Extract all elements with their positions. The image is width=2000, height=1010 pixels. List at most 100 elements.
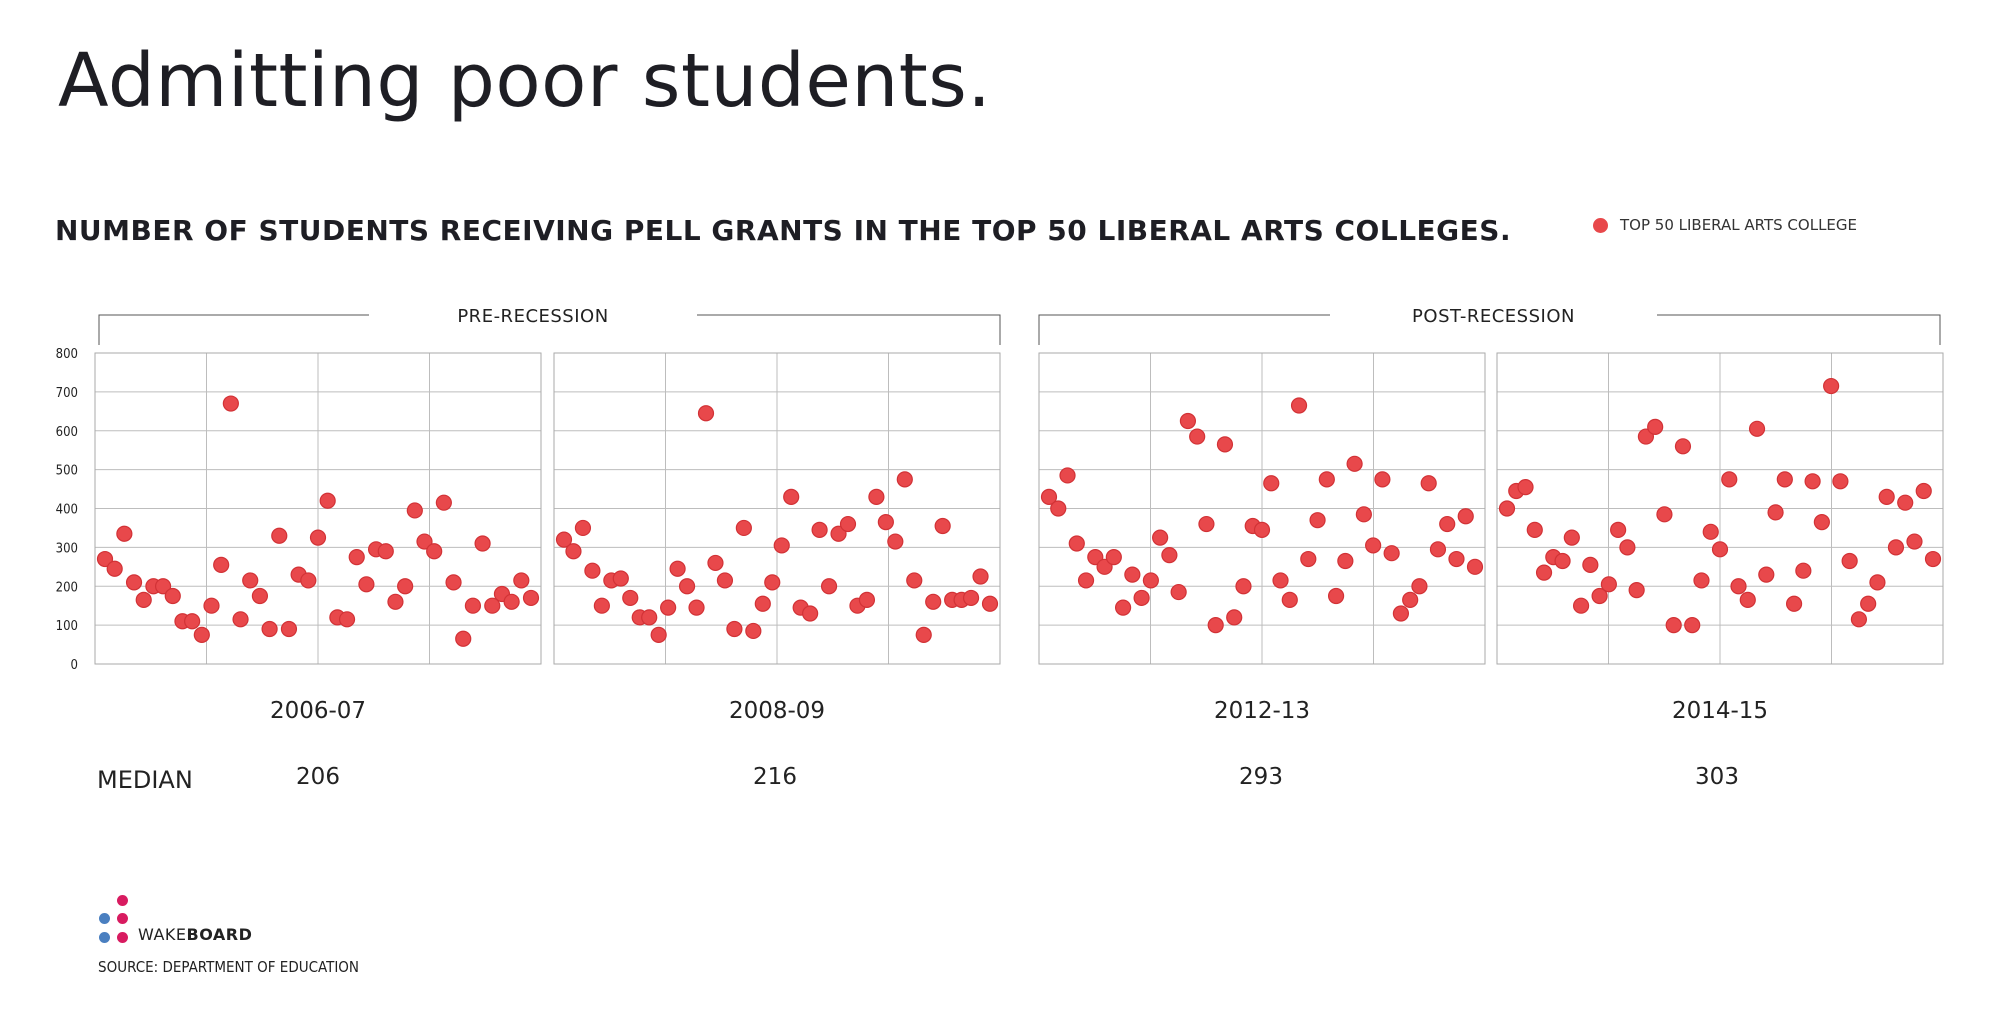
- data-point: [1133, 589, 1150, 607]
- y-tick-label: 600: [56, 425, 78, 440]
- data-point: [1077, 572, 1095, 589]
- data-point: [464, 597, 482, 614]
- pre-recession-group-bracket-right: [697, 314, 1001, 345]
- data-point: [764, 574, 781, 591]
- data-point: [1795, 562, 1812, 579]
- data-point: [981, 595, 999, 612]
- data-point: [1628, 582, 1645, 599]
- data-point: [1355, 506, 1372, 523]
- data-point: [1253, 521, 1271, 538]
- data-point: [426, 543, 443, 560]
- panel-frame: [1038, 352, 1486, 665]
- data-point: [745, 622, 762, 640]
- panel-frame: [553, 352, 1001, 665]
- data-point: [773, 537, 790, 554]
- data-point: [261, 620, 278, 638]
- data-point: [1374, 471, 1391, 488]
- data-point: [242, 572, 259, 589]
- data-point: [1535, 564, 1553, 581]
- data-point: [555, 531, 573, 548]
- data-point: [1161, 547, 1178, 564]
- data-point: [735, 519, 752, 537]
- data-point: [1674, 438, 1692, 455]
- data-point: [1152, 529, 1169, 546]
- data-point: [309, 529, 327, 546]
- data-point: [1517, 479, 1534, 496]
- data-point: [622, 589, 639, 607]
- data-point: [1785, 595, 1803, 612]
- data-point: [660, 599, 677, 616]
- data-point: [802, 605, 819, 622]
- data-point: [503, 593, 520, 610]
- data-point: [1693, 572, 1710, 589]
- data-point: [593, 597, 610, 614]
- panel-label: 2012-13: [1214, 698, 1310, 724]
- data-point: [1684, 617, 1701, 634]
- data-point: [406, 502, 423, 519]
- data-point: [688, 599, 705, 616]
- data-point: [669, 560, 686, 577]
- data-point: [1096, 558, 1113, 575]
- chart-subtitle: NUMBER OF STUDENTS RECEIVING PELL GRANTS…: [55, 214, 1512, 247]
- post-recession-group-label: POST-RECESSION: [1412, 306, 1575, 327]
- median-value-2006-07: 206: [296, 764, 340, 790]
- data-point: [1758, 566, 1775, 583]
- data-point: [135, 591, 152, 608]
- data-point: [116, 525, 133, 542]
- data-point: [1420, 475, 1437, 492]
- data-point: [1439, 515, 1456, 533]
- data-point: [925, 593, 942, 610]
- y-tick-label: 500: [56, 464, 78, 479]
- data-point: [280, 620, 298, 638]
- pre-recession-group-bracket-left: [98, 314, 369, 345]
- panel-label: 2006-07: [270, 698, 366, 724]
- data-point: [125, 574, 143, 591]
- data-point: [641, 609, 658, 626]
- data-point: [1383, 545, 1400, 562]
- data-point: [678, 578, 696, 595]
- data-point: [1767, 504, 1784, 521]
- y-tick-label: 700: [56, 386, 78, 401]
- data-point: [1897, 494, 1914, 511]
- source-note: SOURCE: DEPARTMENT OF EDUCATION: [98, 958, 360, 976]
- data-point: [1776, 471, 1793, 488]
- data-point: [1466, 558, 1484, 575]
- data-point: [164, 587, 181, 605]
- data-point: [213, 556, 230, 573]
- data-point: [1850, 611, 1868, 628]
- data-point: [565, 543, 582, 560]
- data-point: [1915, 482, 1932, 500]
- y-tick-label: 800: [56, 347, 78, 362]
- brand-name: WAKEBOARD: [138, 925, 253, 944]
- data-point: [193, 626, 210, 643]
- data-point: [1365, 537, 1382, 554]
- data-point: [1823, 377, 1840, 395]
- data-point: [1087, 548, 1104, 566]
- data-point: [387, 593, 404, 610]
- data-point: [1878, 488, 1895, 505]
- panel-label: 2014-15: [1672, 698, 1768, 724]
- median-label: MEDIAN: [97, 766, 193, 794]
- data-point: [962, 589, 980, 607]
- data-point: [1665, 617, 1682, 634]
- data-point: [1059, 467, 1076, 484]
- data-point: [348, 548, 365, 566]
- data-point: [1272, 572, 1289, 589]
- data-point: [1263, 475, 1280, 492]
- data-point: [184, 613, 201, 630]
- data-point: [1656, 506, 1673, 523]
- data-point: [1572, 597, 1590, 614]
- post-recession-group-bracket-right: [1657, 314, 1941, 345]
- data-point: [1457, 508, 1474, 525]
- data-point: [1068, 535, 1085, 552]
- panel-frame: [1496, 352, 1944, 665]
- data-point: [1142, 572, 1159, 589]
- data-point: [1189, 428, 1206, 445]
- data-point: [1402, 591, 1419, 608]
- data-point: [830, 525, 847, 542]
- data-point: [338, 611, 356, 628]
- data-point: [1610, 521, 1627, 538]
- data-point: [1216, 436, 1234, 453]
- data-point: [1841, 552, 1858, 570]
- data-point: [222, 395, 239, 412]
